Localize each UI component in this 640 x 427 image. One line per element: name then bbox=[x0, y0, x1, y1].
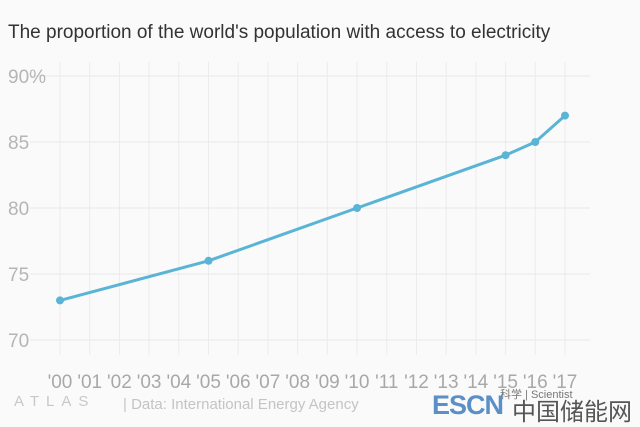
x-tick-label: '09 bbox=[315, 372, 340, 393]
escn-logo-cn: 中国储能网 bbox=[512, 399, 632, 426]
x-tick-label: '15 bbox=[493, 372, 518, 393]
data-point bbox=[353, 204, 362, 212]
escn-logo: ESCN bbox=[432, 390, 504, 420]
y-tick-label: 90% bbox=[8, 67, 46, 88]
x-tick-label: '07 bbox=[256, 372, 281, 393]
x-tick-label: '11 bbox=[375, 372, 398, 393]
data-point bbox=[531, 138, 540, 146]
x-tick-label: '12 bbox=[404, 372, 429, 393]
data-point bbox=[204, 256, 213, 265]
y-tick-label: 70 bbox=[8, 331, 29, 352]
x-tick-label: '02 bbox=[107, 372, 132, 393]
x-tick-label: '13 bbox=[434, 372, 459, 393]
atlas-logo: ATLAS bbox=[14, 393, 96, 410]
data-source: | Data: International Energy Agency bbox=[123, 396, 359, 413]
data-point bbox=[56, 296, 64, 305]
data-point bbox=[561, 111, 569, 120]
watermark: 科学 | Scientist bbox=[500, 389, 573, 401]
x-tick-label: '17 bbox=[553, 372, 578, 393]
y-tick-label: 85 bbox=[8, 133, 29, 154]
x-tick-label: '10 bbox=[345, 372, 370, 393]
data-point bbox=[501, 151, 510, 160]
x-tick-label: '04 bbox=[166, 372, 191, 393]
x-tick-label: '06 bbox=[226, 372, 251, 393]
x-tick-label: '05 bbox=[196, 372, 221, 393]
series-line bbox=[59, 114, 566, 302]
x-tick-label: '08 bbox=[285, 372, 310, 393]
x-tick-label: '01 bbox=[77, 372, 102, 393]
y-tick-label: 75 bbox=[8, 265, 29, 286]
x-tick-label: '03 bbox=[137, 372, 162, 393]
x-tick-label: '16 bbox=[523, 372, 548, 393]
chart-title: The proportion of the world's population… bbox=[8, 22, 551, 43]
x-tick-label: '00 bbox=[48, 372, 73, 393]
y-tick-label: 80 bbox=[8, 199, 29, 220]
x-tick-label: '14 bbox=[463, 372, 488, 393]
